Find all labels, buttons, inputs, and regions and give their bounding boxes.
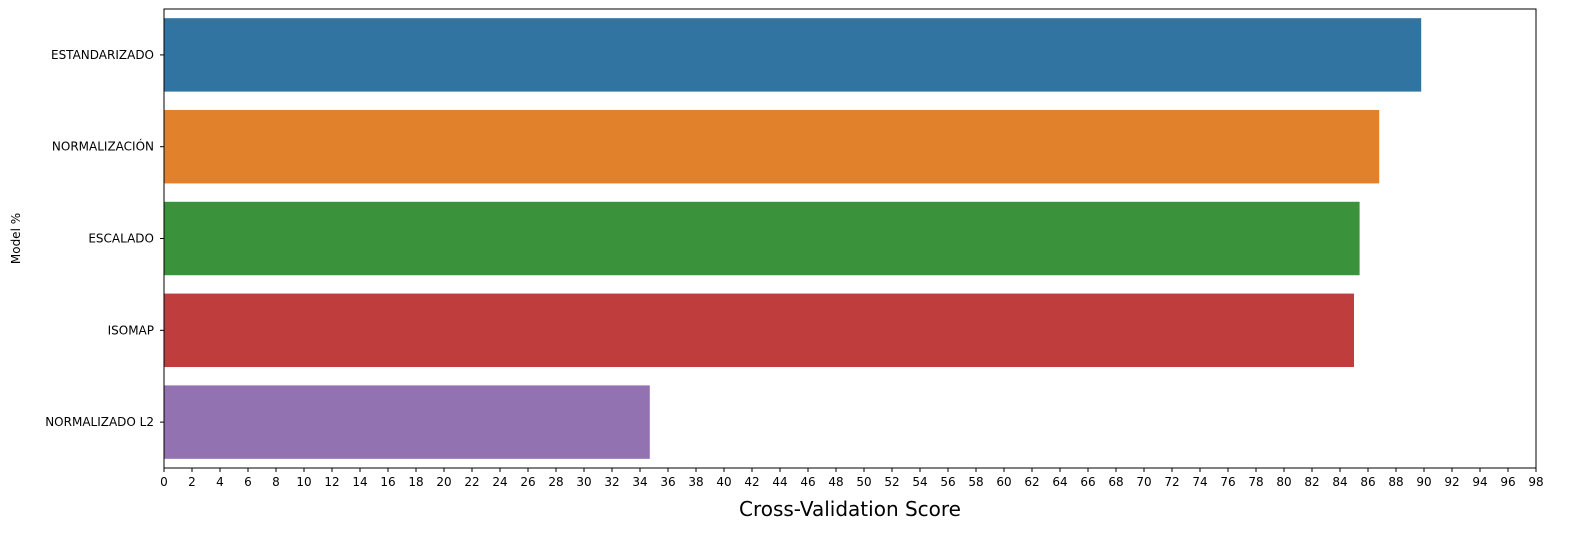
bar-escalado [164, 201, 1360, 276]
x-axis-ticks: 0 2 4 6 8 10 12 14 16 18 20 22 24 26 28 30 32 34 36 38 40 42 4… [160, 468, 1544, 489]
y-tick-label: ESCALADO [88, 232, 154, 246]
bars-group [164, 18, 1422, 459]
x-tick-label: 76 [1220, 475, 1235, 489]
x-tick-label: 28 [548, 475, 563, 489]
x-tick-label: 0 [160, 475, 168, 489]
x-tick-label: 70 [1136, 475, 1151, 489]
x-tick-label: 80 [1276, 475, 1291, 489]
x-tick-label: 74 [1192, 475, 1207, 489]
x-tick-label: 2 [188, 475, 196, 489]
x-tick-label: 22 [464, 475, 479, 489]
x-tick-label: 34 [632, 475, 647, 489]
x-tick-label: 44 [772, 475, 787, 489]
x-tick-label: 86 [1360, 475, 1375, 489]
x-tick-label: 20 [436, 475, 451, 489]
category-labels: ESTANDARIZADO NORMALIZACIÓN ESCALADO ISOMAP… [45, 48, 164, 429]
x-tick-label: 48 [828, 475, 843, 489]
x-tick-label: 10 [296, 475, 311, 489]
x-tick-label: 94 [1472, 475, 1487, 489]
x-tick-label: 38 [688, 475, 703, 489]
x-tick-label: 16 [380, 475, 395, 489]
x-tick-label: 58 [968, 475, 983, 489]
y-tick-label: NORMALIZADO L2 [45, 415, 154, 429]
x-tick-label: 12 [324, 475, 339, 489]
x-tick-label: 50 [856, 475, 871, 489]
x-tick-label: 40 [716, 475, 731, 489]
bar-normalizaci-n [164, 109, 1380, 184]
x-tick-label: 64 [1052, 475, 1067, 489]
x-tick-label: 88 [1388, 475, 1403, 489]
x-tick-label: 72 [1164, 475, 1179, 489]
x-tick-label: 96 [1500, 475, 1515, 489]
x-tick-label: 32 [604, 475, 619, 489]
x-tick-label: 98 [1528, 475, 1543, 489]
x-tick-label: 66 [1080, 475, 1095, 489]
x-tick-label: 6 [244, 475, 252, 489]
x-tick-label: 36 [660, 475, 675, 489]
x-tick-label: 84 [1332, 475, 1347, 489]
x-tick-label: 8 [272, 475, 280, 489]
bar-isomap [164, 293, 1354, 368]
x-tick-label: 52 [884, 475, 899, 489]
y-tick-label: ESTANDARIZADO [51, 48, 154, 62]
x-tick-label: 68 [1108, 475, 1123, 489]
x-tick-label: 56 [940, 475, 955, 489]
bar-normalizado-l2 [164, 385, 650, 459]
x-tick-label: 62 [1024, 475, 1039, 489]
x-tick-label: 78 [1248, 475, 1263, 489]
x-tick-label: 92 [1444, 475, 1459, 489]
x-tick-label: 30 [576, 475, 591, 489]
x-tick-label: 18 [408, 475, 423, 489]
x-axis-label: Cross-Validation Score [739, 497, 961, 521]
plot-frame [163, 8, 1537, 469]
x-tick-label: 46 [800, 475, 815, 489]
bar-estandarizado [164, 18, 1422, 92]
x-tick-label: 82 [1304, 475, 1319, 489]
y-tick-label: NORMALIZACIÓN [52, 139, 154, 154]
x-tick-label: 26 [520, 475, 535, 489]
x-tick-label: 14 [352, 475, 367, 489]
x-tick-label: 4 [216, 475, 224, 489]
y-axis-label: Model % [9, 213, 23, 264]
x-tick-label: 60 [996, 475, 1011, 489]
x-tick-label: 24 [492, 475, 507, 489]
x-tick-label: 90 [1416, 475, 1431, 489]
y-tick-label: ISOMAP [108, 323, 154, 337]
x-tick-label: 54 [912, 475, 927, 489]
x-tick-label: 42 [744, 475, 759, 489]
